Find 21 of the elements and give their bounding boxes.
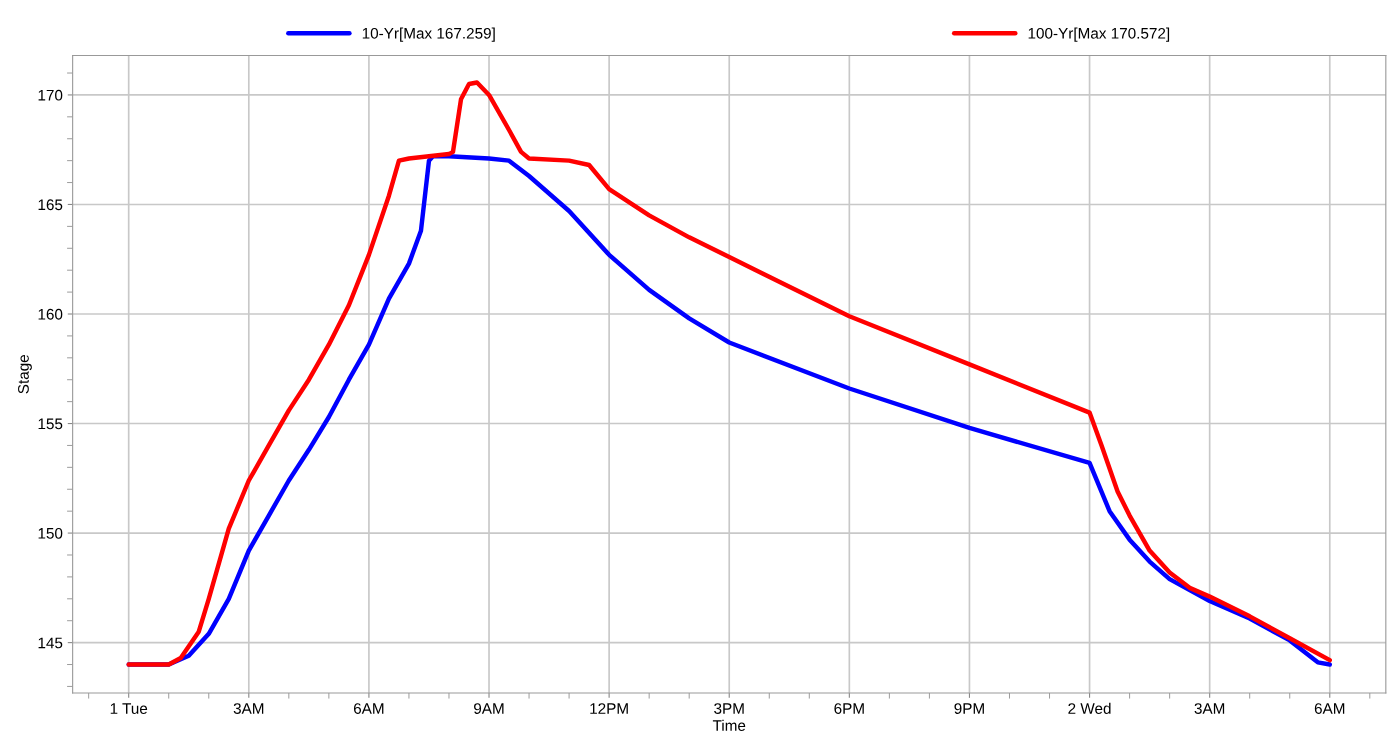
x-tick-label: 9PM: [954, 703, 984, 714]
x-axis-title: Time: [712, 719, 746, 731]
x-tick-label: 12PM: [590, 703, 628, 714]
y-axis-title: Stage: [18, 354, 32, 394]
legend-label: 100-Yr[Max 170.572]: [1028, 27, 1170, 42]
x-tick-label: 2 Wed: [1068, 702, 1111, 714]
legend-label: 10-Yr[Max 167.259]: [362, 27, 495, 42]
y-tick-label: 165: [38, 199, 63, 211]
x-tick-label: 6AM: [1314, 703, 1345, 714]
y-tick-label: 155: [38, 418, 63, 430]
x-tick-label: 1 Tue: [110, 703, 148, 714]
y-tick-label: 150: [38, 527, 63, 539]
x-tick-label: 9AM: [474, 703, 504, 714]
x-tick-label: 6PM: [834, 703, 864, 714]
x-tick-label: 3PM: [714, 703, 744, 714]
y-tick-label: 145: [38, 637, 63, 649]
x-tick-label: 6AM: [353, 703, 384, 714]
y-tick-label: 160: [38, 308, 63, 320]
x-tick-label: 3AM: [1194, 703, 1225, 714]
x-tick-label: 3AM: [233, 703, 264, 714]
y-tick-label: 170: [38, 89, 63, 101]
